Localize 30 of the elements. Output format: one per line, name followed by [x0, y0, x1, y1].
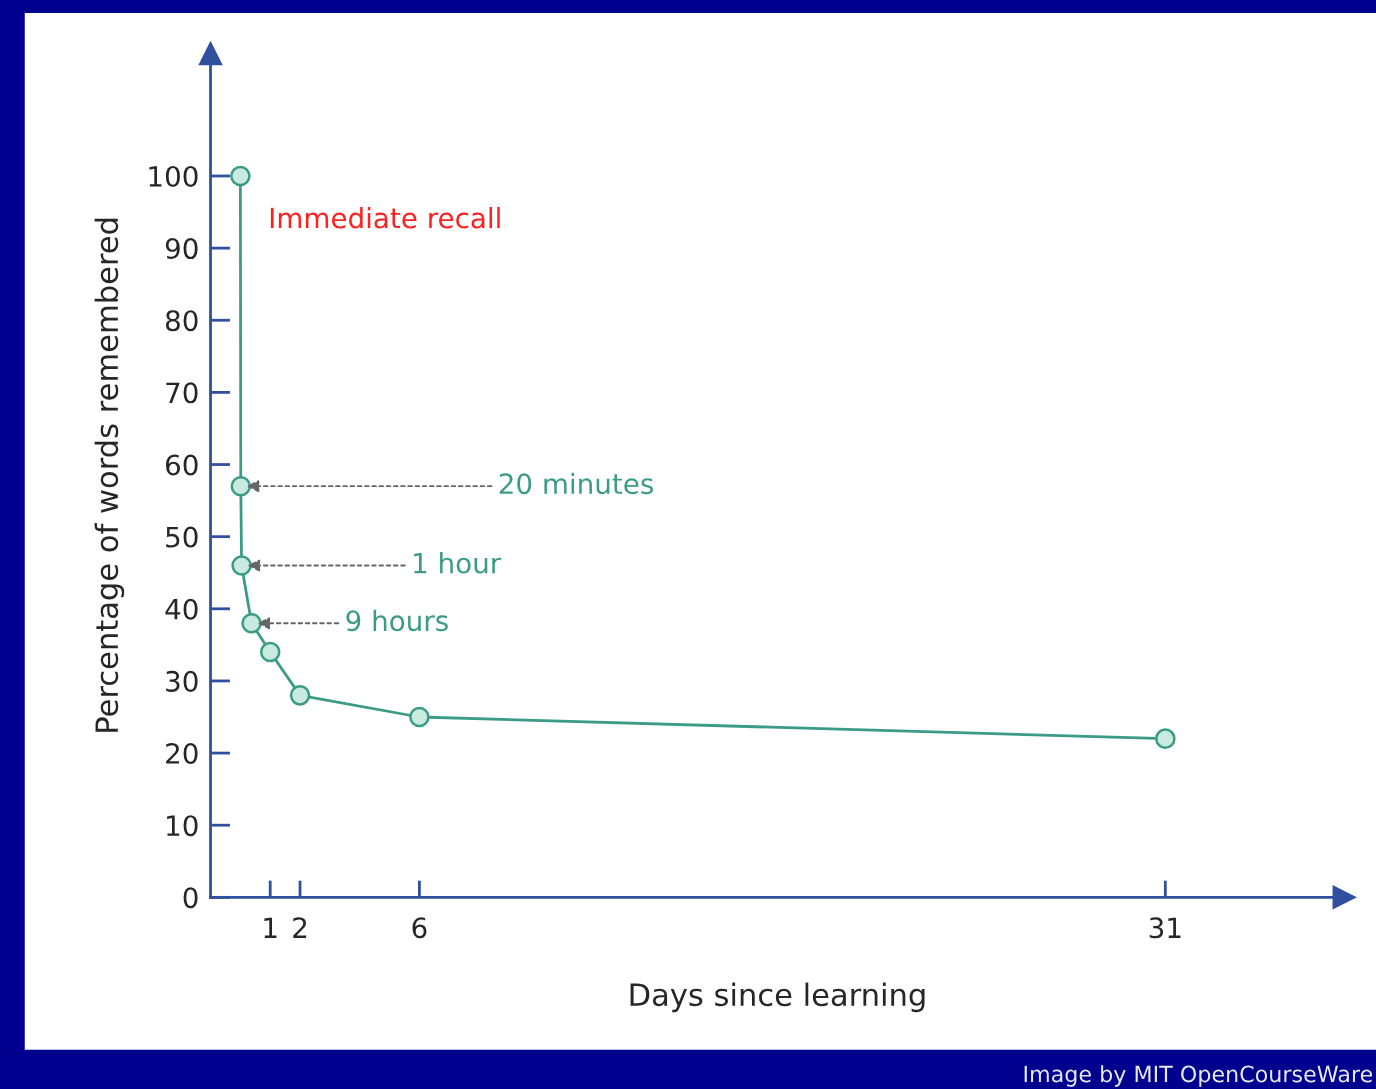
annotation: 20 minutes	[499, 472, 653, 495]
y-tick-label: 40	[165, 598, 198, 620]
point	[289, 685, 311, 706]
y-tick-label: 50	[166, 526, 198, 548]
point	[259, 641, 281, 663]
y-tick-label: 0	[183, 887, 198, 909]
y-tick-label: 30	[166, 670, 198, 692]
point	[409, 706, 430, 728]
x-tick-label: 31	[1149, 917, 1181, 939]
point	[1155, 728, 1176, 749]
y-tick-label: 60	[166, 454, 198, 476]
y-tick-label: 80	[165, 310, 198, 332]
y-tick-label: 90	[165, 238, 198, 260]
x-tick-label: 1	[264, 917, 277, 938]
annotation: Immediate recall	[270, 206, 500, 229]
point	[241, 612, 262, 634]
annotation: 9 hours	[346, 609, 448, 632]
point	[231, 555, 252, 576]
point	[230, 165, 251, 187]
point	[230, 475, 252, 497]
x-axis-title: Days since learning	[630, 982, 925, 1013]
y-tick-label: 10	[167, 815, 198, 837]
annotation: 1 hour	[414, 552, 502, 574]
y-axis-title: Percentage of words remembered	[94, 218, 125, 732]
x-tick-label: 2	[293, 917, 307, 938]
y-tick-label: 70	[166, 382, 198, 404]
text: Image by MIT OpenCourseWare	[1024, 1065, 1373, 1087]
y-tick-label: 20	[166, 743, 198, 765]
x-tick-label: 6	[412, 917, 427, 939]
y-tick-label: 100	[149, 165, 198, 187]
